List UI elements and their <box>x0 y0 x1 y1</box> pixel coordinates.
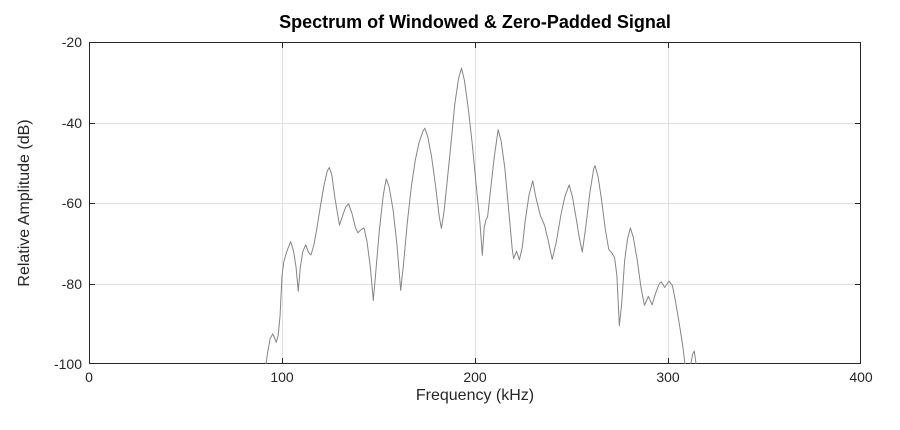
y-tick-label: -100 <box>53 356 82 372</box>
y-tick-label: -80 <box>61 275 82 292</box>
x-tick-label: 400 <box>849 369 873 385</box>
x-tick-label: 100 <box>270 369 294 385</box>
x-tick-label: 300 <box>656 369 680 385</box>
tick-marks <box>89 42 861 364</box>
x-tick-label: 200 <box>463 369 487 385</box>
x-axis-label: Frequency (kHz) <box>415 387 535 404</box>
chart-title: Spectrum of Windowed & Zero-Padded Signa… <box>279 12 671 32</box>
spectrum-line <box>265 67 697 364</box>
y-tick-label: -20 <box>61 34 82 50</box>
x-tick-label: 0 <box>85 369 93 385</box>
y-tick-label: -60 <box>61 195 82 211</box>
grid-lines <box>89 42 861 364</box>
y-tick-label: -40 <box>61 114 82 131</box>
plot-area <box>89 42 861 364</box>
